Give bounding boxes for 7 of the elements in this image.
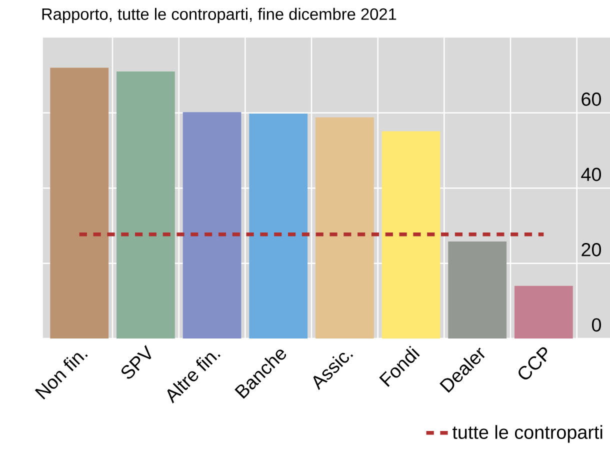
y-tick-label: 0 [592,318,602,332]
legend-label: tutte le controparti [452,425,602,443]
y-tick-label: 20 [582,243,602,257]
y-tick-label: 40 [581,168,602,182]
y-tick-label: 60 [582,92,602,106]
chart-title: Rapporto, tutte le controparti, fine dicembre 2021 [42,8,396,24]
x-tick-label: Non fin. [34,353,88,400]
